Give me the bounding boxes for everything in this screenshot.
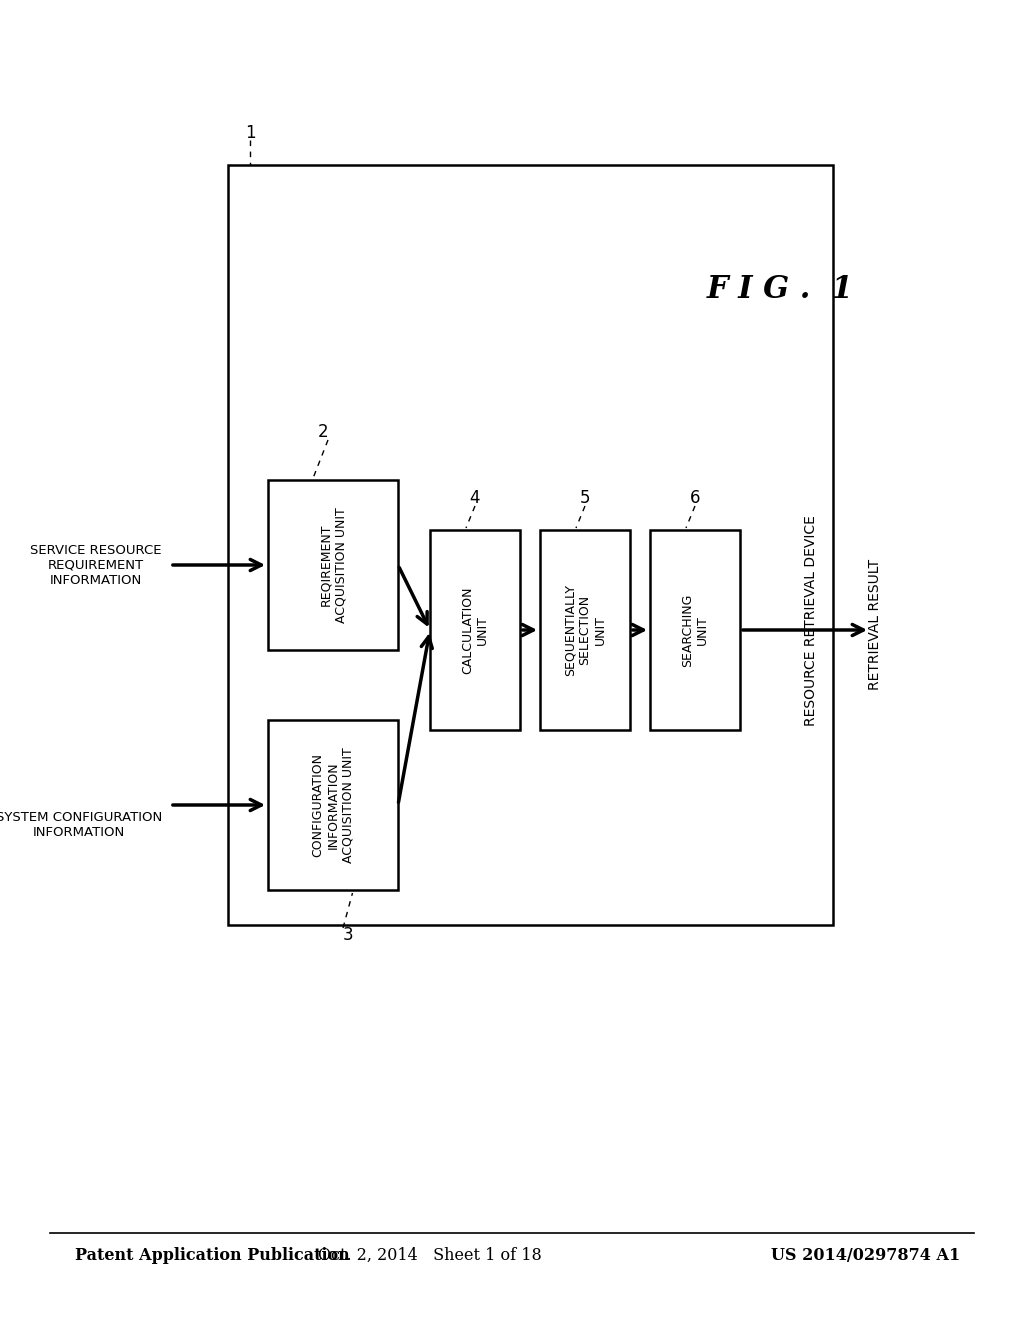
Bar (228, 165, 833, 925)
Text: CONFIGURATION
INFORMATION
ACQUISITION UNIT: CONFIGURATION INFORMATION ACQUISITION UN… (311, 747, 354, 863)
Text: SERVICE RESOURCE
REQUIREMENT
INFORMATION: SERVICE RESOURCE REQUIREMENT INFORMATION (31, 544, 162, 586)
Text: SYSTEM CONFIGURATION
INFORMATION: SYSTEM CONFIGURATION INFORMATION (0, 810, 162, 840)
Bar (268, 480, 398, 649)
Text: 4: 4 (470, 488, 480, 507)
Bar (540, 531, 630, 730)
Text: SEARCHING
UNIT: SEARCHING UNIT (681, 593, 709, 667)
Bar (430, 531, 520, 730)
Text: 1: 1 (245, 124, 255, 143)
Text: RETRIEVAL RESULT: RETRIEVAL RESULT (868, 558, 882, 690)
Bar (268, 719, 398, 890)
Text: 3: 3 (343, 927, 353, 944)
Text: SEQUENTIALLY
SELECTION
UNIT: SEQUENTIALLY SELECTION UNIT (563, 583, 606, 676)
Text: 5: 5 (580, 488, 590, 507)
Text: US 2014/0297874 A1: US 2014/0297874 A1 (771, 1246, 961, 1263)
Text: Patent Application Publication: Patent Application Publication (75, 1246, 350, 1263)
Text: 6: 6 (690, 488, 700, 507)
Text: RESOURCE RETRIEVAL DEVICE: RESOURCE RETRIEVAL DEVICE (804, 516, 818, 726)
Bar (650, 531, 740, 730)
Text: CALCULATION
UNIT: CALCULATION UNIT (461, 586, 489, 673)
Text: F I G .  1: F I G . 1 (707, 275, 853, 305)
Text: REQIREMENT
ACQUISITION UNIT: REQIREMENT ACQUISITION UNIT (319, 507, 347, 623)
Text: 2: 2 (317, 422, 329, 441)
Text: Oct. 2, 2014   Sheet 1 of 18: Oct. 2, 2014 Sheet 1 of 18 (318, 1246, 542, 1263)
